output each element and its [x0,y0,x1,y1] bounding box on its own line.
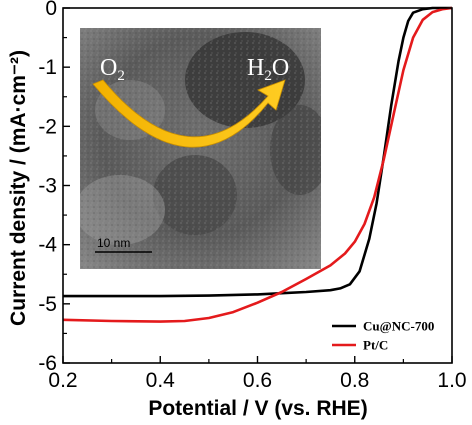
x-axis-title: Potential / V (vs. RHE) [148,397,367,420]
y-axis-title: Current density / (mA·cm⁻²) [7,50,30,326]
inset-label-h2o: H2O [247,55,289,84]
scale-bar-label: 10 nm [97,236,130,250]
legend-label: Cu@NC-700 [363,319,434,334]
y-tick-label: 0 [45,0,57,20]
x-tick-label: 0.8 [340,369,369,392]
x-tick-label: 0.2 [48,369,77,392]
x-tick-label: 0.4 [146,369,176,392]
y-tick-label: -3 [38,175,57,198]
tem-inset-image: O2 H2O 10 nm [80,28,321,269]
series-line-cu-nc-700 [63,6,452,298]
x-tick-label: 1.0 [437,369,466,392]
y-tick-label: -6 [38,352,57,375]
series-line-pt-c [62,6,453,323]
y-tick-label: -4 [38,234,57,257]
reaction-arrow-icon [92,79,286,148]
x-tick-label: 0.6 [243,369,272,392]
inset-label-o2: O2 [100,55,125,84]
legend-label: Pt/C [363,338,388,353]
y-tick-label: -1 [38,56,57,79]
y-tick-label: -5 [38,293,57,316]
y-tick-label: -2 [38,115,57,138]
